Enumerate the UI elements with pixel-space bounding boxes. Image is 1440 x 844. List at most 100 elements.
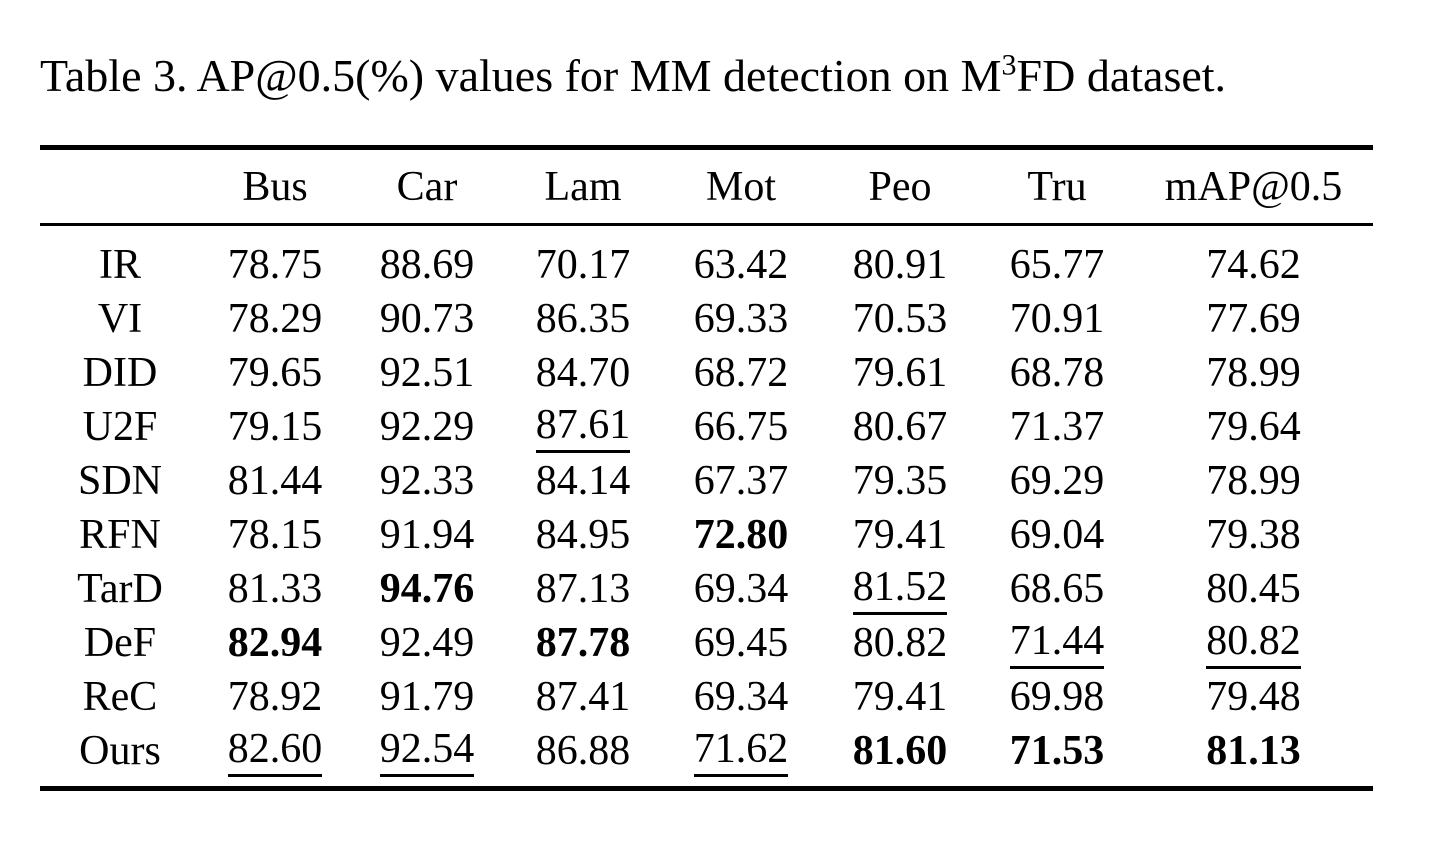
table-row: SDN 81.44 92.33 84.14 67.37 79.35 69.29 78.99	[40, 454, 1373, 508]
table-cell: 91.79	[350, 670, 504, 724]
column-header: Tru	[980, 147, 1134, 226]
cell-value: 87.61	[535, 403, 631, 454]
cell-value: 69.33	[693, 296, 789, 342]
cell-value: 67.37	[693, 458, 789, 504]
table-cell: 79.41	[820, 508, 980, 562]
table-cell: 78.15	[200, 508, 350, 562]
column-header: mAP@0.5	[1134, 147, 1373, 226]
cell-value: 79.15	[227, 404, 323, 450]
table-cell: 91.94	[350, 508, 504, 562]
column-header: Lam	[504, 147, 662, 226]
table-cell: 81.33	[200, 562, 350, 616]
table-cell: 78.99	[1134, 346, 1373, 400]
cell-value: 78.92	[227, 674, 323, 720]
table-cell: 79.35	[820, 454, 980, 508]
table-cell: 78.92	[200, 670, 350, 724]
cell-value: 88.69	[379, 242, 475, 288]
results-table: Bus Car Lam Mot Peo Tru mAP@0.5 IR 78.75 88.69 70…	[40, 145, 1373, 791]
cell-value: 79.64	[1206, 404, 1301, 450]
table-cell: 63.42	[662, 225, 820, 293]
cell-value: 84.95	[535, 512, 631, 558]
cell-value: 92.54	[379, 727, 475, 778]
table-cell: 71.62	[662, 724, 820, 789]
table-cell: 80.45	[1134, 562, 1373, 616]
cell-value: 81.60	[852, 728, 948, 774]
cell-value: 70.91	[1009, 296, 1105, 342]
caption-superscript: 3	[1001, 48, 1017, 82]
cell-value: 86.88	[535, 728, 631, 774]
cell-value: 69.45	[693, 620, 789, 666]
cell-value: 69.29	[1009, 458, 1105, 504]
table-cell: 82.94	[200, 616, 350, 670]
column-header: Peo	[820, 147, 980, 226]
cell-value: 92.49	[379, 620, 475, 666]
table-cell: 87.41	[504, 670, 662, 724]
cell-value: 79.38	[1206, 512, 1301, 558]
table-cell: 86.88	[504, 724, 662, 789]
table-cell: 92.29	[350, 400, 504, 454]
table-row: TarD 81.33 94.76 87.13 69.34 81.52 68.65 80.45	[40, 562, 1373, 616]
table-cell: 67.37	[662, 454, 820, 508]
table-cell: 79.41	[820, 670, 980, 724]
table-cell: 92.51	[350, 346, 504, 400]
table-cell: 71.44	[980, 616, 1134, 670]
table-cell: 71.37	[980, 400, 1134, 454]
cell-value: 78.99	[1206, 458, 1301, 504]
cell-value: 90.73	[379, 296, 475, 342]
table-row: ReC 78.92 91.79 87.41 69.34 79.41 69.98 79.48	[40, 670, 1373, 724]
cell-value: 68.78	[1009, 350, 1105, 396]
table-cell: 80.91	[820, 225, 980, 293]
table-cell: 79.15	[200, 400, 350, 454]
table-row: DeF 82.94 92.49 87.78 69.45 80.82 71.44 80.82	[40, 616, 1373, 670]
table-body: IR 78.75 88.69 70.17 63.42 80.91 65.77 74.62 VI 7…	[40, 225, 1373, 789]
table-cell: 80.67	[820, 400, 980, 454]
table-cell: 79.48	[1134, 670, 1373, 724]
cell-value: 86.35	[535, 296, 631, 342]
table-cell: 81.13	[1134, 724, 1373, 789]
table-cell: 84.14	[504, 454, 662, 508]
cell-value: 80.67	[852, 404, 948, 450]
cell-value: 66.75	[693, 404, 789, 450]
column-header: Car	[350, 147, 504, 226]
cell-value: 63.42	[693, 242, 789, 288]
cell-value: 79.61	[852, 350, 948, 396]
cell-value: 68.72	[693, 350, 789, 396]
table-cell: 77.69	[1134, 292, 1373, 346]
table-row: VI 78.29 90.73 86.35 69.33 70.53 70.91 77.69	[40, 292, 1373, 346]
header-row: Bus Car Lam Mot Peo Tru mAP@0.5	[40, 147, 1373, 226]
table-cell: 68.78	[980, 346, 1134, 400]
table-row: Ours 82.60 92.54 86.88 71.62 81.60 71.53 81.13	[40, 724, 1373, 789]
table-cell: 84.95	[504, 508, 662, 562]
cell-value: 71.44	[1009, 619, 1105, 670]
cell-value: 84.70	[535, 350, 631, 396]
cell-value: 71.37	[1009, 404, 1105, 450]
table-cell: 69.33	[662, 292, 820, 346]
cell-value: 81.33	[227, 566, 323, 612]
table-cell: 69.45	[662, 616, 820, 670]
table-cell: 66.75	[662, 400, 820, 454]
column-header-empty	[40, 147, 200, 226]
cell-value: 81.13	[1206, 728, 1301, 774]
cell-value: 84.14	[535, 458, 631, 504]
row-label: VI	[97, 296, 143, 342]
table-cell: 79.61	[820, 346, 980, 400]
cell-value: 91.94	[379, 512, 475, 558]
cell-value: 80.82	[1206, 619, 1301, 670]
table-cell: 65.77	[980, 225, 1134, 293]
table-cell: 79.64	[1134, 400, 1373, 454]
row-label: DeF	[83, 620, 157, 666]
row-label: ReC	[82, 674, 158, 720]
cell-value: 78.75	[227, 242, 323, 288]
table-cell: 79.38	[1134, 508, 1373, 562]
cell-value: 92.51	[379, 350, 475, 396]
table-cell: 69.29	[980, 454, 1134, 508]
column-header: Mot	[662, 147, 820, 226]
cell-value: 79.41	[852, 674, 948, 720]
table-cell: 69.98	[980, 670, 1134, 724]
table-cell: 70.17	[504, 225, 662, 293]
cell-value: 77.69	[1206, 296, 1301, 342]
table-caption: Table 3. AP@0.5(%) values for MM detecti…	[40, 48, 1226, 103]
cell-value: 94.76	[379, 566, 475, 612]
cell-value: 68.65	[1009, 566, 1105, 612]
table-cell: 82.60	[200, 724, 350, 789]
